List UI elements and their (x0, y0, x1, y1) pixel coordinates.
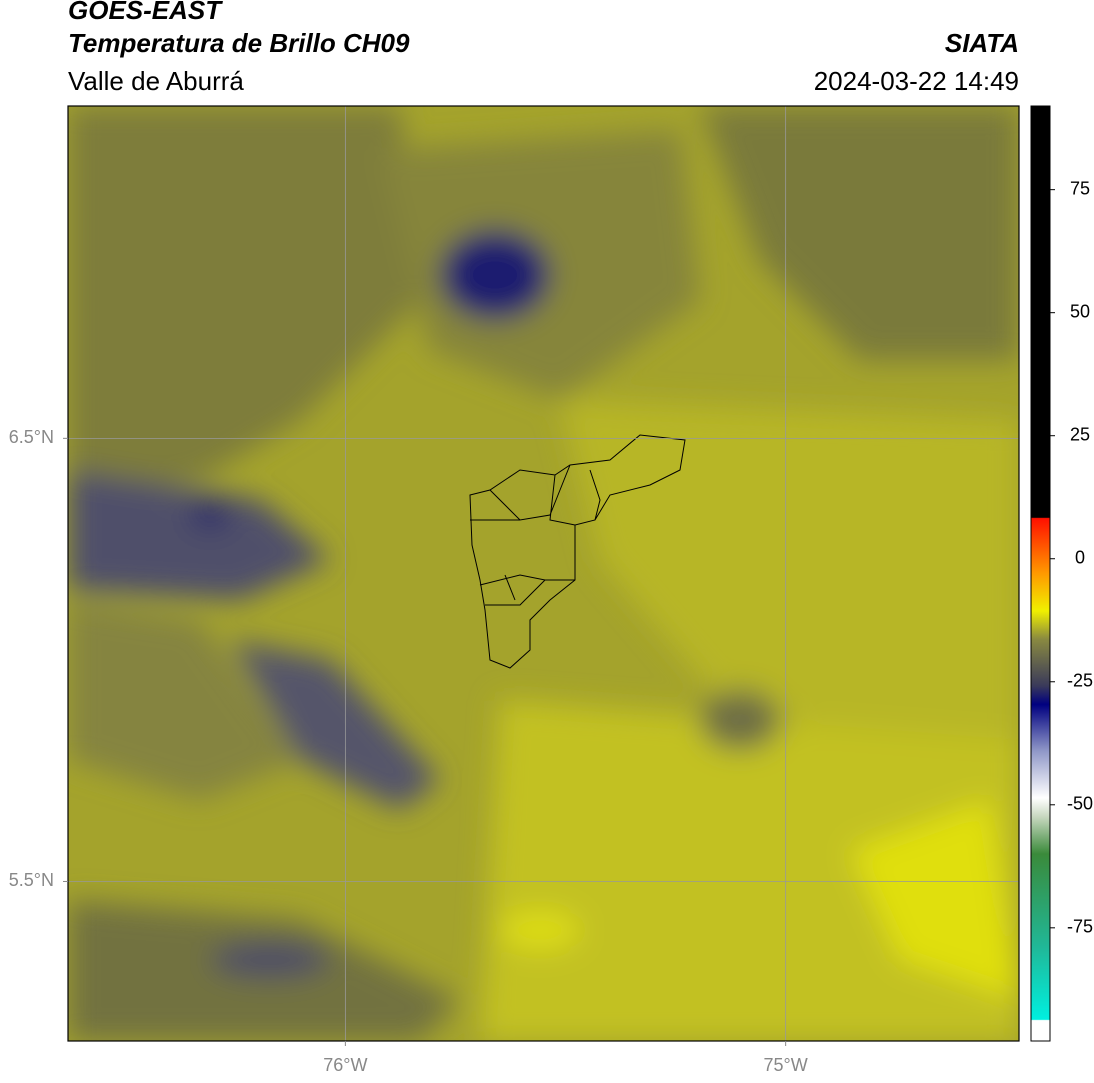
x-tick-label: 76°W (323, 1055, 367, 1075)
colorbar-tick-label: 25 (1070, 424, 1090, 444)
map-frame (67, 105, 1020, 1042)
title: GOES-EAST (68, 0, 223, 25)
y-tick-label: 5.5°N (9, 870, 54, 890)
region: Valle de Aburrá (68, 66, 244, 96)
grid (68, 106, 1019, 1041)
colorbar-tick-label: 75 (1070, 178, 1090, 198)
colorbar-tick-label: 0 (1075, 547, 1085, 567)
colorbar-tick-label: 50 (1070, 301, 1090, 321)
colorbar (1030, 105, 1051, 1042)
source: SIATA (945, 28, 1019, 58)
y-tick-label: 6.5°N (9, 427, 54, 447)
datetime: 2024-03-22 14:49 (814, 66, 1019, 96)
colorbar-tick-label: -25 (1067, 671, 1093, 691)
subtitle: Temperatura de Brillo CH09 (68, 28, 410, 58)
colorbar-tick-label: -75 (1067, 917, 1093, 937)
colorbar-tick-label: -50 (1067, 794, 1093, 814)
x-tick-label: 75°W (764, 1055, 808, 1075)
temperature-field (68, 106, 1019, 1041)
